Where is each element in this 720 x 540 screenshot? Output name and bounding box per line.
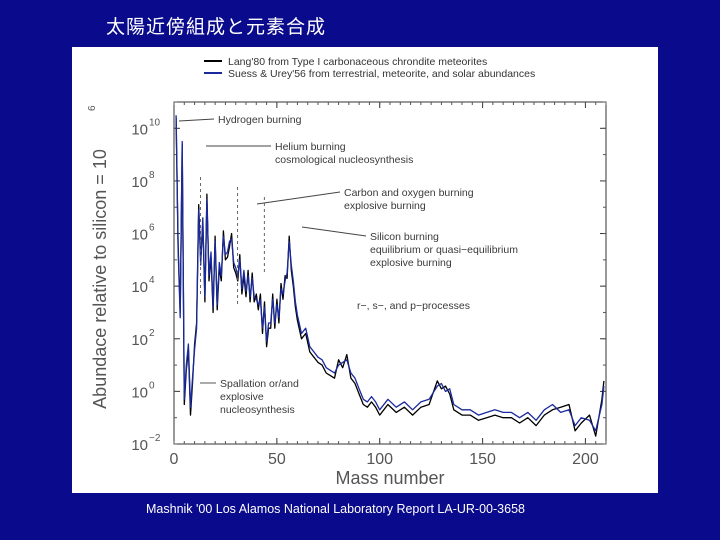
x-axis-label: Mass number [335,468,444,488]
annotation-spallation-line: nucleosynthesis [220,404,295,416]
y-tick-exponent: 2 [149,328,155,339]
annotation-rsp-processes-line: r−, s−, and p−processes [357,300,470,312]
legend-label: Lang'80 from Type I carbonaceous chrondi… [228,56,487,68]
slide-title: 太陽近傍組成と元素合成 [106,16,327,38]
annotation-helium-burning-line: Helium burning [275,141,346,153]
figure-panel: 0 50 100 150 200 10 10 10 8 10 6 10 4 10 2 10 0 10 −2 Hydr… [72,47,658,493]
x-tick-label: 100 [366,451,393,468]
annotation-carbon-oxygen-burning-line: explosive burning [344,200,426,212]
annotation-silicon-burning-line: Silicon burning [370,231,439,243]
x-tick-label: 50 [268,451,286,468]
x-tick-label: 150 [469,451,496,468]
annotation-spallation-line: explosive [220,391,264,403]
x-tick-label: 0 [170,451,179,468]
y-tick-exponent: 0 [149,380,155,391]
y-tick-exponent: 8 [149,170,155,181]
y-tick-exponent: 10 [149,117,161,128]
legend-label: Suess & Urey'56 from terrestrial, meteor… [228,68,535,80]
annotation-silicon-burning-leader [301,226,367,237]
annotation-carbon-oxygen-burning-leader [256,191,341,205]
source-caption: Mashnik '00 Los Alamos National Laborato… [146,502,525,516]
series-line-suess-urey56 [175,115,605,432]
annotation-silicon-burning-line: explosive burning [370,257,452,269]
annotation-carbon-oxygen-burning-line: Carbon and oxygen burning [344,187,474,199]
y-tick-label: 10 [131,174,148,191]
y-tick-label: 10 [131,121,148,138]
y-tick-exponent: 4 [149,275,155,286]
y-axis-label-exponent: 6 [87,105,98,111]
y-tick-label: 10 [131,279,148,296]
x-tick-label: 200 [572,451,599,468]
annotation-spallation-line: Spallation or/and [220,378,299,390]
y-tick-label: 10 [131,227,148,244]
y-tick-label: 10 [131,332,148,349]
y-tick-exponent: −2 [149,433,161,444]
y-axis-label: Abundace relative to silicon = 10 [90,149,110,409]
annotation-helium-burning-line: cosmological nucleosynthesis [275,154,413,166]
annotation-hydrogen-burning-leader [178,118,215,122]
y-tick-exponent: 6 [149,223,155,234]
y-tick-label: 10 [131,384,148,401]
annotation-silicon-burning-line: equilibrium or quasi−equilibrium [370,244,518,256]
y-tick-label: 10 [131,437,148,454]
annotation-hydrogen-burning-line: Hydrogen burning [218,114,302,126]
